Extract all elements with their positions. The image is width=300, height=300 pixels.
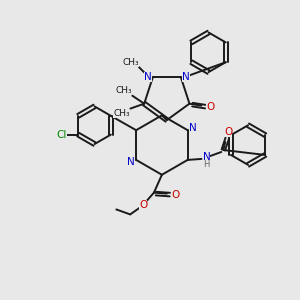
Text: N: N <box>127 157 135 167</box>
Text: N: N <box>182 72 190 82</box>
Text: CH₃: CH₃ <box>115 86 132 95</box>
Text: CH₃: CH₃ <box>123 58 140 67</box>
Text: CH₃: CH₃ <box>113 109 130 118</box>
Text: N: N <box>202 152 210 162</box>
Text: H: H <box>203 160 210 169</box>
Text: O: O <box>206 102 214 112</box>
Text: O: O <box>139 200 147 211</box>
Text: N: N <box>144 72 152 82</box>
Text: O: O <box>224 127 232 137</box>
Text: O: O <box>172 190 180 200</box>
Text: Cl: Cl <box>56 130 67 140</box>
Text: N: N <box>189 123 196 133</box>
